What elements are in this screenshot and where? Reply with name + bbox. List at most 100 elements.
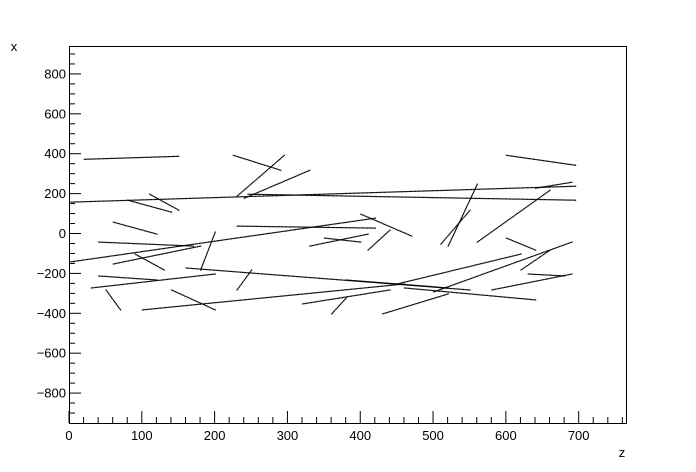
hit-point (229, 238, 231, 240)
hit-point (453, 283, 456, 285)
hit-point (102, 275, 104, 277)
hit-point (340, 289, 342, 291)
hit-point (158, 156, 160, 158)
hit-point (467, 203, 469, 205)
hit-point (120, 284, 122, 286)
hit-point (103, 256, 105, 258)
hit-point (379, 282, 381, 284)
hit-point (283, 180, 285, 182)
hit-point (365, 280, 367, 283)
hit-point (509, 239, 511, 241)
hit-point (368, 192, 370, 194)
hit-point (252, 272, 255, 274)
track (396, 253, 522, 285)
hit-point (330, 298, 332, 300)
hit-point (437, 197, 439, 199)
hit-point (153, 263, 155, 266)
hit-point (188, 297, 190, 299)
hit-point (244, 196, 246, 198)
hit-point (345, 297, 347, 299)
track (200, 231, 216, 271)
hit-point (377, 281, 380, 284)
track (236, 225, 376, 229)
hit-point (520, 243, 522, 245)
hit-point (376, 286, 378, 288)
hit-point (84, 158, 87, 160)
hit-point (93, 158, 96, 160)
hit-point (80, 259, 82, 261)
hit-point (203, 259, 205, 261)
hit-point (150, 194, 152, 196)
hit-point (228, 300, 230, 302)
hit-point (279, 194, 281, 197)
hit-point (210, 242, 212, 244)
hit-point (121, 253, 123, 256)
hit-point (275, 183, 278, 186)
hit-point (87, 201, 89, 203)
hit-point (497, 258, 499, 261)
hit-point (273, 167, 276, 169)
hit-point (337, 222, 339, 225)
hit-point (521, 187, 523, 189)
hit-point (322, 195, 324, 197)
hit-point (389, 191, 391, 193)
hit-point (391, 226, 393, 228)
hit-point (349, 237, 351, 239)
track (105, 289, 122, 311)
hit-point (461, 267, 463, 269)
hit-point (286, 230, 288, 232)
hit-point (280, 169, 282, 171)
hit-point (117, 284, 120, 286)
hit-point (309, 194, 311, 196)
hit-point (287, 226, 289, 228)
hit-point (121, 223, 123, 226)
hit-point (306, 276, 308, 278)
hit-point (224, 239, 226, 241)
hit-point (71, 261, 73, 263)
hit-point (539, 159, 541, 161)
hit-point (321, 195, 323, 197)
hit-point (510, 255, 512, 258)
hit-point (363, 227, 365, 229)
hit-point (329, 193, 331, 195)
hit-point (567, 199, 569, 201)
hit-point (103, 275, 105, 277)
hit-point (242, 157, 244, 160)
hit-point (328, 241, 330, 243)
hit-point (128, 157, 131, 159)
hit-point (422, 300, 425, 303)
hit-point (481, 294, 483, 296)
hit-point (326, 226, 328, 228)
hit-point (512, 187, 514, 189)
hit-point (365, 234, 367, 236)
hit-point (177, 244, 179, 246)
hit-point (519, 253, 521, 255)
hit-point (336, 297, 338, 299)
hit-point (173, 250, 175, 253)
hit-point (553, 248, 555, 250)
hit-point (369, 286, 371, 288)
hit-point (374, 243, 376, 245)
hit-point (237, 271, 239, 273)
hit-point (488, 295, 490, 297)
hit-point (368, 227, 370, 229)
hit-point (326, 291, 328, 293)
hit-point (526, 206, 528, 208)
hit-point (291, 226, 293, 228)
hit-point (99, 275, 101, 277)
hit-point (567, 182, 569, 184)
hit-point (561, 183, 563, 185)
hit-point (74, 260, 76, 262)
hit-point (162, 268, 164, 270)
hit-point (181, 277, 183, 279)
hit-point (258, 273, 260, 275)
hit-point (200, 302, 202, 304)
hit-point (427, 276, 429, 278)
hit-point (210, 273, 212, 275)
hit-point (525, 206, 527, 209)
hit-point (365, 195, 367, 197)
hit-point (337, 239, 339, 241)
hit-point (495, 288, 497, 290)
hit-point (286, 179, 288, 181)
hit-point (167, 247, 170, 249)
